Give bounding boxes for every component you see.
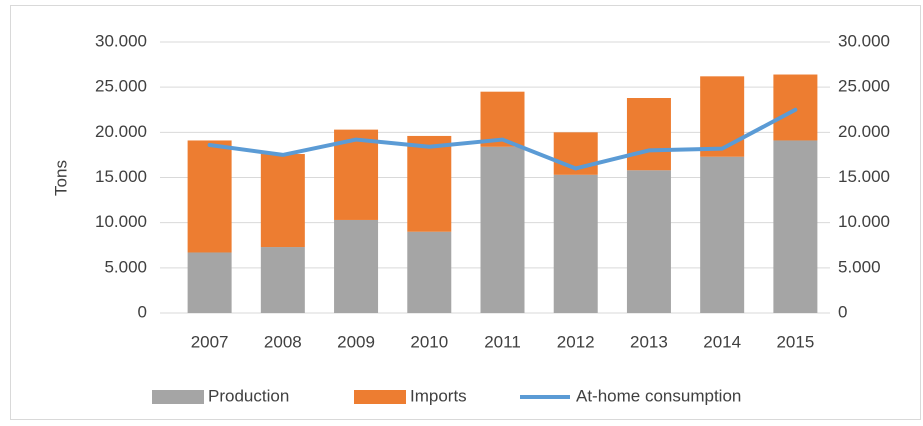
x-tick-label: 2012: [557, 332, 595, 351]
y2-tick-label: 5.000: [838, 257, 881, 276]
bar-segment: [260, 247, 305, 313]
y-tick-label: 20.000: [95, 122, 147, 141]
y-tick-label: 15.000: [95, 167, 147, 186]
y-tick-label: 25.000: [95, 77, 147, 96]
y-axis-label: Tons: [51, 160, 70, 196]
bar-segment: [553, 174, 598, 313]
y-tick-label: 30.000: [95, 31, 147, 50]
y-tick-label: 10.000: [95, 212, 147, 231]
x-tick-label: 2015: [776, 332, 814, 351]
legend-label: At-home consumption: [576, 386, 741, 405]
y-tick-label: 0: [138, 302, 147, 321]
x-tick-label: 2014: [703, 332, 741, 351]
y-tick-label: 5.000: [104, 257, 147, 276]
legend-swatch: [354, 390, 406, 404]
bar-segment: [626, 98, 671, 171]
x-tick-label: 2011: [484, 332, 521, 351]
bar-segment: [407, 135, 452, 232]
y2-tick-label: 20.000: [838, 122, 890, 141]
y2-tick-label: 15.000: [838, 167, 890, 186]
bar-segment: [700, 156, 745, 313]
x-tick-label: 2010: [410, 332, 448, 351]
x-tick-label: 2009: [337, 332, 375, 351]
bar-segment: [700, 76, 745, 157]
x-tick-label: 2013: [630, 332, 668, 351]
x-tick-label: 2007: [191, 332, 229, 351]
legend-label: Production: [208, 386, 289, 405]
bar-segment: [626, 170, 671, 313]
x-tick-label: 2008: [264, 332, 302, 351]
bar-segment: [773, 140, 818, 313]
legend-label: Imports: [410, 386, 467, 405]
chart-frame: [10, 5, 921, 420]
y2-tick-label: 25.000: [838, 77, 890, 96]
bar-segment: [187, 252, 232, 313]
bar-segment: [260, 154, 305, 248]
bar-segment: [187, 140, 232, 253]
y2-tick-label: 10.000: [838, 212, 890, 231]
bar-segment: [773, 74, 818, 141]
line-series: [207, 107, 798, 171]
legend-swatch: [152, 390, 204, 404]
bar-segment: [334, 219, 379, 313]
bar-segment: [480, 146, 525, 313]
y2-tick-label: 0: [838, 302, 847, 321]
y2-tick-label: 30.000: [838, 31, 890, 50]
bar-segment: [407, 231, 452, 313]
